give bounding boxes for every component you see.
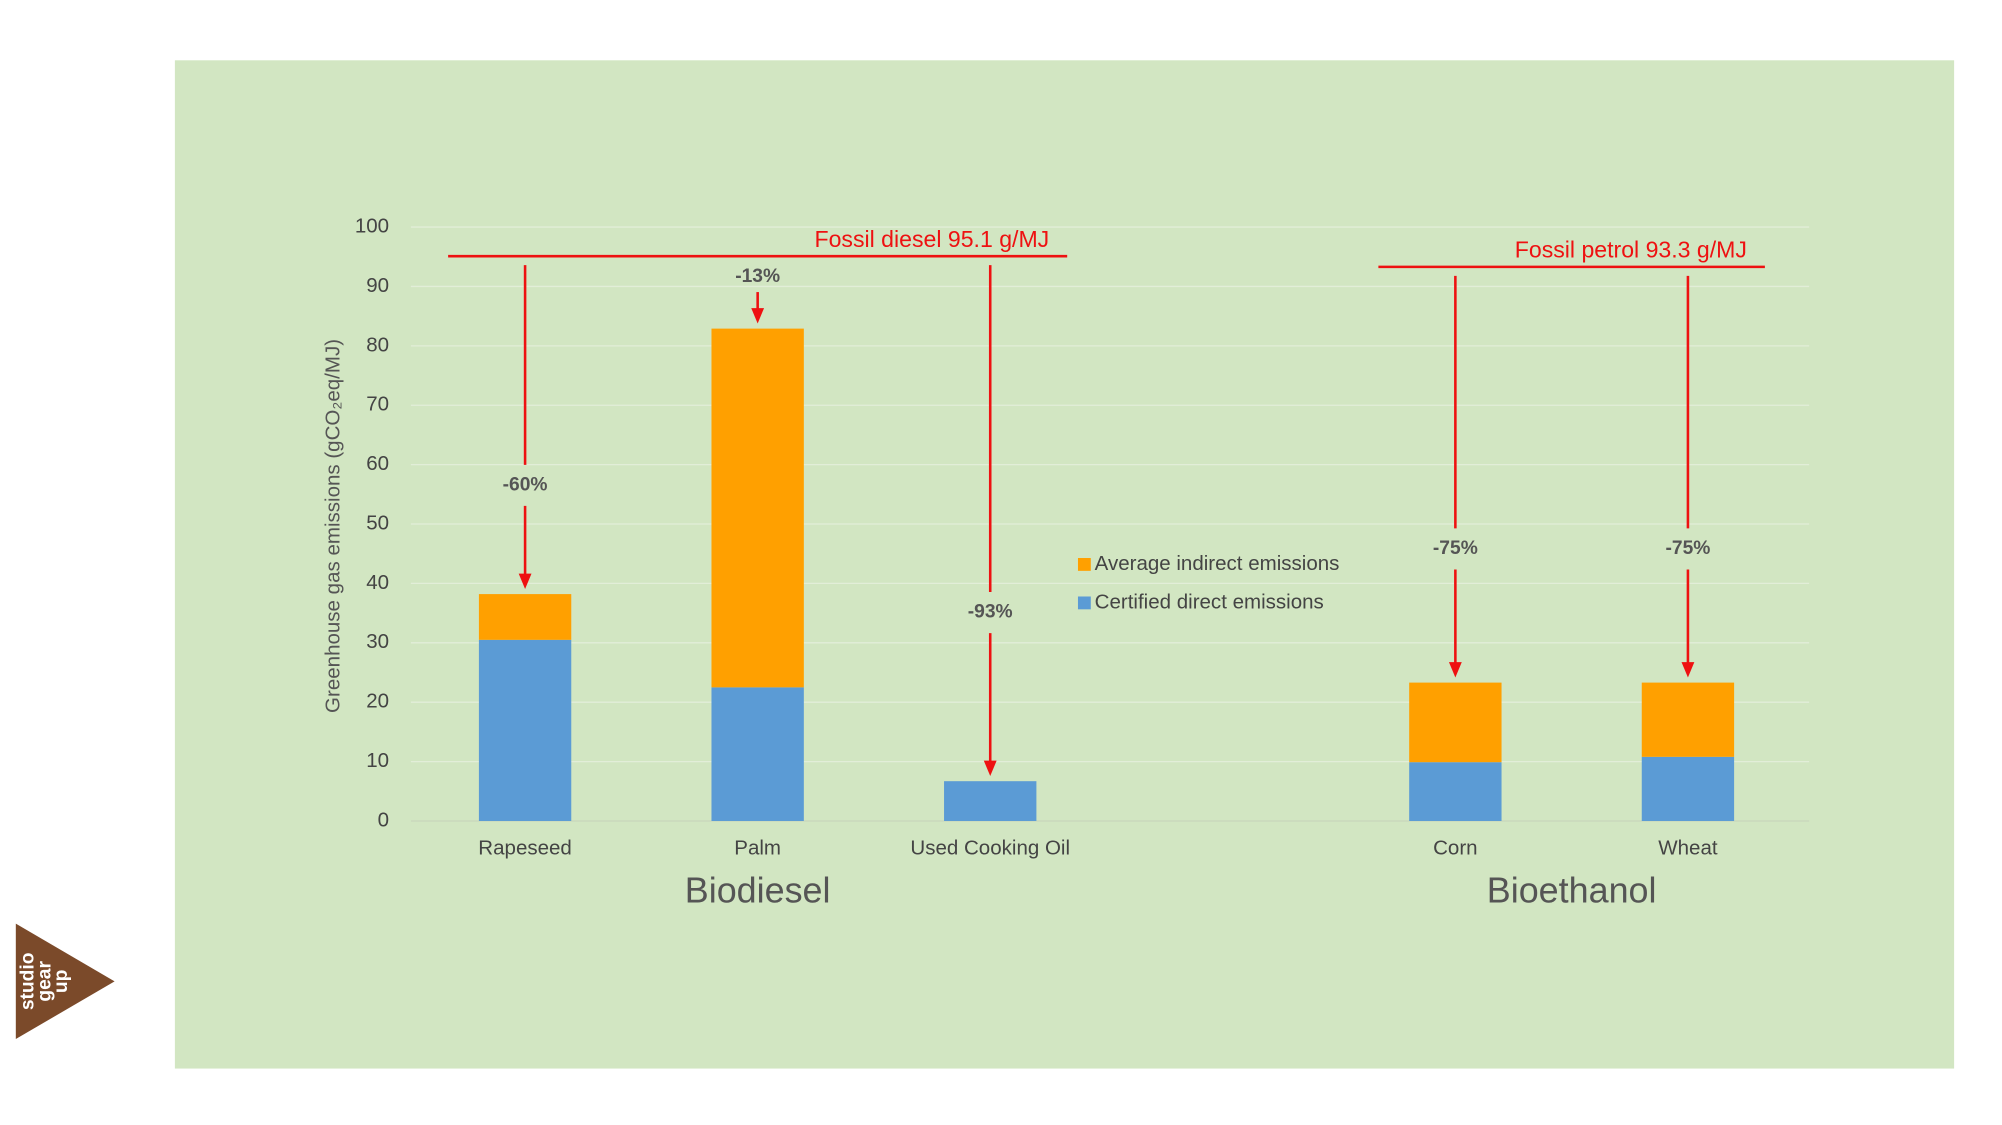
x-tick-label: Rapeseed bbox=[478, 837, 572, 860]
reduction-arrow-head bbox=[751, 308, 765, 324]
group-label: Biodiesel bbox=[685, 869, 831, 910]
y-tick-label: 80 bbox=[366, 333, 389, 356]
logo-mark bbox=[15, 923, 115, 1040]
bar-segment bbox=[1641, 756, 1735, 821]
logo-text: studio bbox=[18, 952, 39, 1010]
legend-swatch bbox=[1077, 558, 1091, 571]
bar-segment bbox=[1409, 682, 1502, 763]
legend-label: Average indirect emissions bbox=[1095, 552, 1340, 575]
logo-text: gear bbox=[34, 961, 55, 1002]
y-tick-label: 100 bbox=[355, 214, 389, 237]
legend-swatch bbox=[1077, 596, 1091, 610]
reference-label: Fossil diesel 95.1 g/MJ bbox=[814, 226, 1049, 252]
bar-segment bbox=[1641, 682, 1735, 757]
reduction-arrow-head bbox=[1448, 662, 1462, 678]
group-label: Bioethanol bbox=[1487, 869, 1657, 910]
bar-segment bbox=[478, 639, 572, 821]
bar-segment bbox=[711, 328, 804, 688]
x-tick-label: Palm bbox=[734, 837, 781, 860]
y-tick-label: 0 bbox=[378, 808, 389, 831]
y-tick-label: 10 bbox=[366, 749, 389, 772]
reduction-label: -75% bbox=[1433, 538, 1478, 559]
bar-segment bbox=[944, 781, 1037, 821]
reduction-arrow-head bbox=[983, 760, 997, 777]
x-tick-label: Wheat bbox=[1658, 837, 1718, 860]
legend-label: Certified direct emissions bbox=[1095, 590, 1324, 613]
y-tick-label: 20 bbox=[366, 690, 389, 713]
reduction-arrow-head bbox=[518, 573, 532, 589]
y-tick-label: 90 bbox=[366, 274, 389, 297]
bar-segment bbox=[478, 594, 572, 640]
y-axis-label: Greenhouse gas emissions (gCO₂eq/MJ) bbox=[321, 339, 344, 713]
reference-label: Fossil petrol 93.3 g/MJ bbox=[1515, 237, 1747, 263]
x-tick-label: Used Cooking Oil bbox=[910, 837, 1070, 860]
reduction-arrow-head bbox=[1681, 662, 1695, 678]
logo-text: up bbox=[51, 970, 72, 994]
y-tick-label: 50 bbox=[366, 511, 389, 534]
y-tick-label: 70 bbox=[366, 393, 389, 416]
y-tick-label: 60 bbox=[366, 452, 389, 475]
reduction-label: -93% bbox=[968, 602, 1013, 623]
reduction-label: -13% bbox=[735, 266, 780, 287]
reduction-label: -75% bbox=[1665, 538, 1710, 559]
y-tick-label: 40 bbox=[366, 571, 389, 594]
bar-segment bbox=[1409, 762, 1502, 821]
y-tick-label: 30 bbox=[366, 630, 389, 653]
x-tick-label: Corn bbox=[1433, 837, 1477, 860]
reduction-label: -60% bbox=[503, 474, 548, 495]
bar-segment bbox=[711, 687, 804, 821]
chart-panel bbox=[174, 60, 1955, 1069]
